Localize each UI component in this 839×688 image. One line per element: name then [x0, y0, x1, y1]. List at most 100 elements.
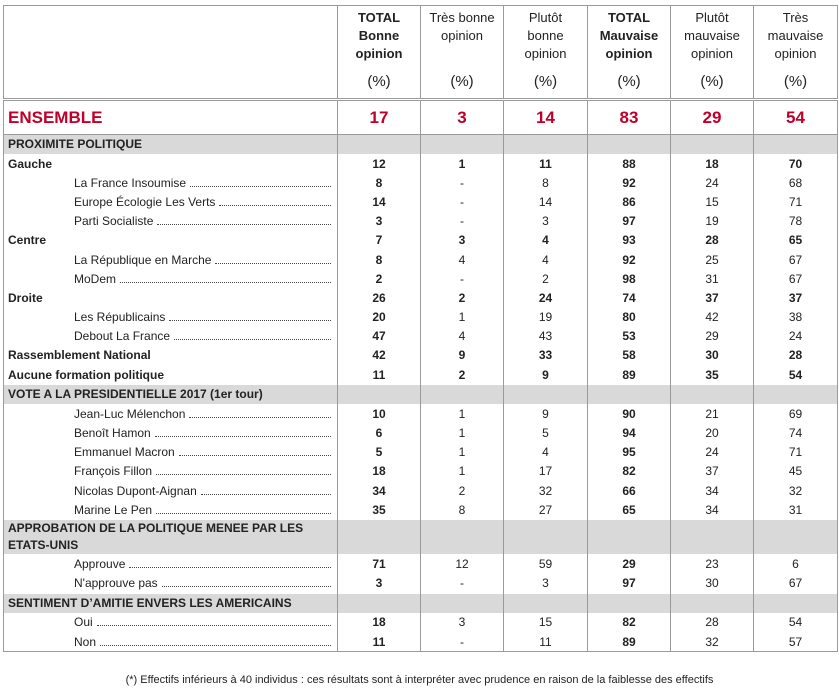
header-unit: (%)	[533, 73, 558, 90]
section-cell	[503, 384, 588, 405]
row-label: Debout La France	[74, 329, 171, 344]
value-cell: 20	[670, 423, 754, 443]
value-cell: 65	[587, 500, 671, 520]
header-lines: Plutôt bonne opinion	[505, 6, 587, 63]
header-cell: Plutôt mauvaise opinion (%)	[670, 5, 754, 101]
value-cell: 37	[670, 461, 754, 481]
footnote: (*) Effectifs inférieurs à 40 individus …	[125, 674, 714, 686]
value-cell: 82	[587, 612, 671, 632]
header-line: TOTAL	[607, 10, 651, 25]
value-cell: 18	[337, 461, 421, 481]
section-cell	[753, 384, 838, 405]
header-unit: (%)	[617, 73, 641, 90]
row-label: N'approuve pas	[74, 576, 158, 591]
row-label: François Fillon	[74, 464, 153, 479]
dot-leader	[219, 196, 331, 206]
label-leader: Debout La France	[74, 329, 331, 343]
label-leader: Nicolas Dupont-Aignan	[74, 484, 331, 498]
value-cell: 5	[503, 423, 588, 443]
value-cell: 83	[587, 99, 671, 135]
value-cell: 92	[587, 249, 671, 270]
value-cell: 6	[753, 554, 838, 574]
value-cell: 19	[670, 211, 754, 231]
section-cell	[753, 134, 838, 154]
value-cell: 98	[587, 269, 671, 289]
label-leader: Parti Socialiste	[74, 214, 331, 228]
value-cell: 2	[337, 269, 421, 289]
section-cell	[670, 519, 754, 555]
data-row: Benoît Hamon 6 1 5 94 20 74	[3, 423, 838, 443]
row-label: Oui	[74, 615, 93, 630]
header-line: Mauvaise	[599, 28, 659, 43]
value-cell: 2	[420, 481, 504, 501]
section-cell	[337, 592, 421, 613]
data-row: François Fillon 18 1 17 82 37 45	[3, 461, 838, 481]
row-label: Non	[74, 634, 97, 649]
value-cell: 4	[420, 249, 504, 270]
row-label-cell: Parti Socialiste	[3, 211, 338, 231]
value-cell: -	[420, 573, 504, 594]
value-cell: 69	[753, 404, 838, 424]
value-cell: 18	[670, 154, 754, 174]
dot-leader	[129, 558, 331, 568]
value-cell: 42	[337, 345, 421, 366]
dot-leader	[169, 311, 331, 322]
section-title: APPROBATION DE LA POLITIQUE MENEE PAR LE…	[3, 519, 338, 555]
dot-leader	[157, 215, 331, 226]
value-cell: 38	[753, 307, 838, 327]
row-label-cell: Rassemblement National	[3, 345, 338, 366]
section-cell	[503, 592, 588, 613]
value-cell: 34	[337, 481, 421, 501]
value-cell: 58	[587, 345, 671, 366]
data-row: Approuve 71 12 59 29 23 6	[3, 554, 838, 574]
row-label: Approuve	[74, 556, 126, 571]
value-cell: 15	[503, 612, 588, 632]
value-cell: 8	[337, 249, 421, 270]
dot-leader	[156, 504, 331, 514]
label-leader: Approuve	[74, 557, 331, 571]
value-cell: 54	[753, 365, 838, 385]
data-row: Emmanuel Macron 5 1 4 95 24 71	[3, 442, 838, 462]
data-row: Marine Le Pen 35 8 27 65 34 31	[3, 500, 838, 520]
value-cell: 24	[670, 442, 754, 462]
dot-leader	[189, 408, 331, 418]
value-cell: 32	[670, 631, 754, 652]
section-cell	[587, 384, 671, 405]
value-cell: 23	[670, 554, 754, 574]
header-line: opinion	[605, 46, 653, 61]
data-row: Centre 7 3 4 93 28 65	[3, 230, 838, 250]
section-cell	[337, 384, 421, 405]
section-title: PROXIMITE POLITIQUE	[3, 134, 338, 154]
table-body: TOTAL Bonne opinion (%) Très bonne opinion (%)…	[3, 5, 838, 652]
row-label: La République en Marche	[74, 252, 212, 267]
value-cell: 93	[587, 230, 671, 250]
data-row: Parti Socialiste 3-3 97 19 78	[3, 211, 838, 231]
value-cell: 15	[670, 192, 754, 212]
value-cell: 82	[587, 461, 671, 481]
value-cell: 11	[337, 631, 421, 652]
value-cell: 80	[587, 307, 671, 327]
header-row: TOTAL Bonne opinion (%) Très bonne opinion (%)…	[3, 5, 838, 101]
header-unit: (%)	[700, 73, 724, 90]
value-cell: 1	[420, 154, 504, 174]
label-leader: Jean-Luc Mélenchon	[74, 407, 331, 421]
value-cell: -	[420, 173, 504, 193]
row-label: ENSEMBLE	[3, 99, 338, 135]
section-title: VOTE A LA PRESIDENTIELLE 2017 (1er tour)	[3, 384, 338, 405]
value-cell: 67	[753, 573, 838, 594]
value-cell: 3	[503, 211, 588, 231]
value-cell: 43	[503, 326, 588, 346]
value-cell: 3	[337, 573, 421, 594]
value-cell: 30	[670, 573, 754, 594]
label-leader: François Fillon	[74, 464, 331, 478]
value-cell: 97	[587, 573, 671, 594]
value-cell: 28	[753, 345, 838, 366]
row-label-cell: Aucune formation politique	[3, 365, 338, 385]
dot-leader	[156, 465, 331, 476]
dot-leader	[190, 177, 331, 187]
section-cell	[337, 519, 421, 555]
value-cell: 67	[753, 249, 838, 270]
results-table: TOTAL Bonne opinion (%) Très bonne opinion (%)…	[3, 5, 838, 653]
value-cell: 4	[420, 326, 504, 346]
row-label: Jean-Luc Mélenchon	[74, 406, 186, 421]
